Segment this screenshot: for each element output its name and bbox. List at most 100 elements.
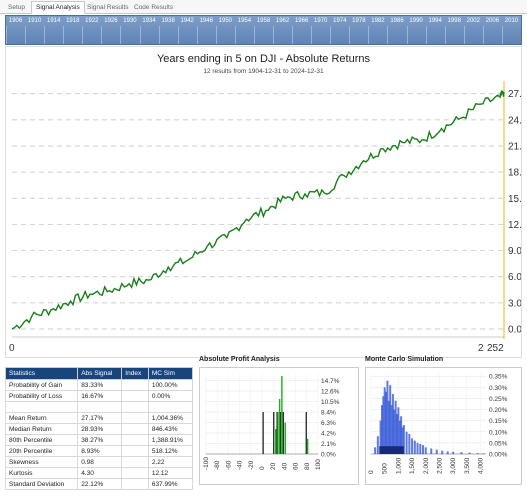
bar xyxy=(282,412,284,454)
year-label[interactable]: 1958 xyxy=(256,18,271,24)
year-label[interactable]: 1938 xyxy=(161,18,175,24)
table-row: Mean Return 27.17% 1,004.36% xyxy=(4,412,194,424)
bar-dense-region xyxy=(379,446,404,454)
table-cell: 2.22 xyxy=(147,456,194,468)
year-label[interactable]: 1978 xyxy=(352,18,366,24)
year-label[interactable]: 2006 xyxy=(485,18,500,24)
table-row: 80th Percentile 38.27% 1,388.91% xyxy=(4,434,194,446)
profit-analysis-title: Absolute Profit Analysis xyxy=(199,356,280,363)
year-tick xyxy=(349,26,351,44)
tab-signal-analysis[interactable]: Signal Analysis xyxy=(31,1,85,14)
bar xyxy=(411,438,414,454)
year-tick xyxy=(158,26,160,44)
main-chart-svg: 0.0 3.0 6.0 9.0 12.0 15.0 18.0 21.0 24.0 27.0 0 252… xyxy=(9,81,521,354)
column-header[interactable]: Index xyxy=(121,367,149,380)
bar xyxy=(408,434,411,454)
y-tick-label: 9.0 xyxy=(508,246,521,257)
tab-signal-results[interactable]: Signal Results xyxy=(87,4,129,11)
year-label[interactable]: 1954 xyxy=(237,18,252,24)
bar xyxy=(275,429,277,454)
column-header[interactable]: Statistics xyxy=(4,367,79,380)
year-label[interactable]: 1990 xyxy=(409,18,423,24)
year-label[interactable]: 1950 xyxy=(218,18,233,24)
table-cell: 637.99% xyxy=(147,478,194,490)
tab-bar: Setup Signal Analysis Signal Results Cod… xyxy=(0,0,527,14)
tab-code-results[interactable]: Code Results xyxy=(134,4,174,11)
year-tick xyxy=(101,26,103,44)
bar xyxy=(380,405,383,454)
bar xyxy=(262,412,264,454)
bar xyxy=(383,387,386,454)
column-header[interactable]: Abs Signal xyxy=(77,367,123,380)
x-tick-label: -40 xyxy=(237,460,244,470)
y-tick-label: 10.5% xyxy=(321,399,340,406)
y-tick-label: 0.35% xyxy=(489,374,508,381)
year-label[interactable]: 1914 xyxy=(46,18,61,24)
year-label[interactable]: 1986 xyxy=(390,18,404,24)
x-end-label: 252 xyxy=(487,343,504,354)
table-cell xyxy=(121,390,149,402)
table-row: 20th Percentile 8.93% 518.12% xyxy=(4,445,194,457)
y-tick-label: 0.0 xyxy=(508,325,521,336)
bar xyxy=(398,420,401,454)
year-tick xyxy=(177,26,179,44)
year-label[interactable]: 1966 xyxy=(294,18,309,24)
y-tick-label: 0.30% xyxy=(489,385,508,392)
bar xyxy=(424,447,427,454)
bar xyxy=(401,427,404,454)
year-tick xyxy=(368,26,370,44)
bar xyxy=(276,412,278,454)
bar xyxy=(446,451,449,454)
year-label[interactable]: 1994 xyxy=(428,18,442,24)
x-tick-label: 0 xyxy=(368,470,375,474)
table-cell: 0.98 xyxy=(77,456,123,468)
year-navigator[interactable]: 1906 1910 1914 1918 1922 1926 1930 1934 1938 1942… xyxy=(5,15,522,45)
year-label[interactable]: 2002 xyxy=(466,18,480,24)
y-tick-label: 15.0 xyxy=(508,194,521,205)
year-label[interactable]: 1962 xyxy=(275,18,290,24)
table-cell xyxy=(121,379,149,391)
year-label[interactable]: 1998 xyxy=(447,18,461,24)
bar xyxy=(430,448,433,454)
bar xyxy=(393,409,396,454)
table-row: Probability of Gain 83.33% 100.00% xyxy=(4,379,194,391)
year-label[interactable]: 1918 xyxy=(66,18,80,24)
table-cell xyxy=(121,445,149,457)
bar xyxy=(400,416,403,454)
y-tick-label: 2.1% xyxy=(321,441,336,448)
year-label[interactable]: 1970 xyxy=(314,18,328,24)
year-tick xyxy=(387,26,389,44)
y-tick-label: 0.00% xyxy=(489,452,508,459)
table-cell: 4.30 xyxy=(77,467,123,479)
x-start-label: 0 xyxy=(9,343,15,354)
table-cell: Median Return xyxy=(4,423,79,435)
year-label[interactable]: 2010 xyxy=(504,18,519,24)
x-tick-label: -20 xyxy=(248,460,255,470)
column-header[interactable]: MC Sim xyxy=(147,367,194,380)
bar xyxy=(305,412,307,454)
table-cell: 38.27% xyxy=(77,434,123,446)
year-label[interactable]: 1930 xyxy=(123,18,137,24)
year-label[interactable]: 1922 xyxy=(85,18,99,24)
year-tick xyxy=(501,26,503,44)
tab-setup[interactable]: Setup xyxy=(8,4,25,11)
table-cell xyxy=(121,412,149,424)
year-tick xyxy=(444,26,446,44)
table-cell: Skewness xyxy=(4,456,79,468)
y-tick-label: 0.05% xyxy=(489,440,508,447)
year-label[interactable]: 1974 xyxy=(333,18,347,24)
y-tick-label: 0.25% xyxy=(489,396,508,403)
table-cell xyxy=(77,401,123,413)
chart-subtitle: 12 results from 1904-12-31 to 2024-12-31 xyxy=(203,68,324,75)
bar xyxy=(405,431,408,454)
year-label[interactable]: 1982 xyxy=(371,18,385,24)
y-tick-label: 21.0 xyxy=(508,142,521,153)
year-label[interactable]: 1926 xyxy=(104,18,118,24)
year-label[interactable]: 1934 xyxy=(142,18,156,24)
year-label[interactable]: 1946 xyxy=(199,18,213,24)
year-label[interactable]: 1906 xyxy=(8,18,23,24)
year-label[interactable]: 1910 xyxy=(27,18,42,24)
year-label[interactable]: 1942 xyxy=(180,18,194,24)
table-cell: Kurtosis xyxy=(4,467,79,479)
profit-analysis-chart: 0.0% 2.1% 4.2% 6.3% 8.4% 10.5% 12.6% 14.7% -100-… xyxy=(199,367,359,485)
